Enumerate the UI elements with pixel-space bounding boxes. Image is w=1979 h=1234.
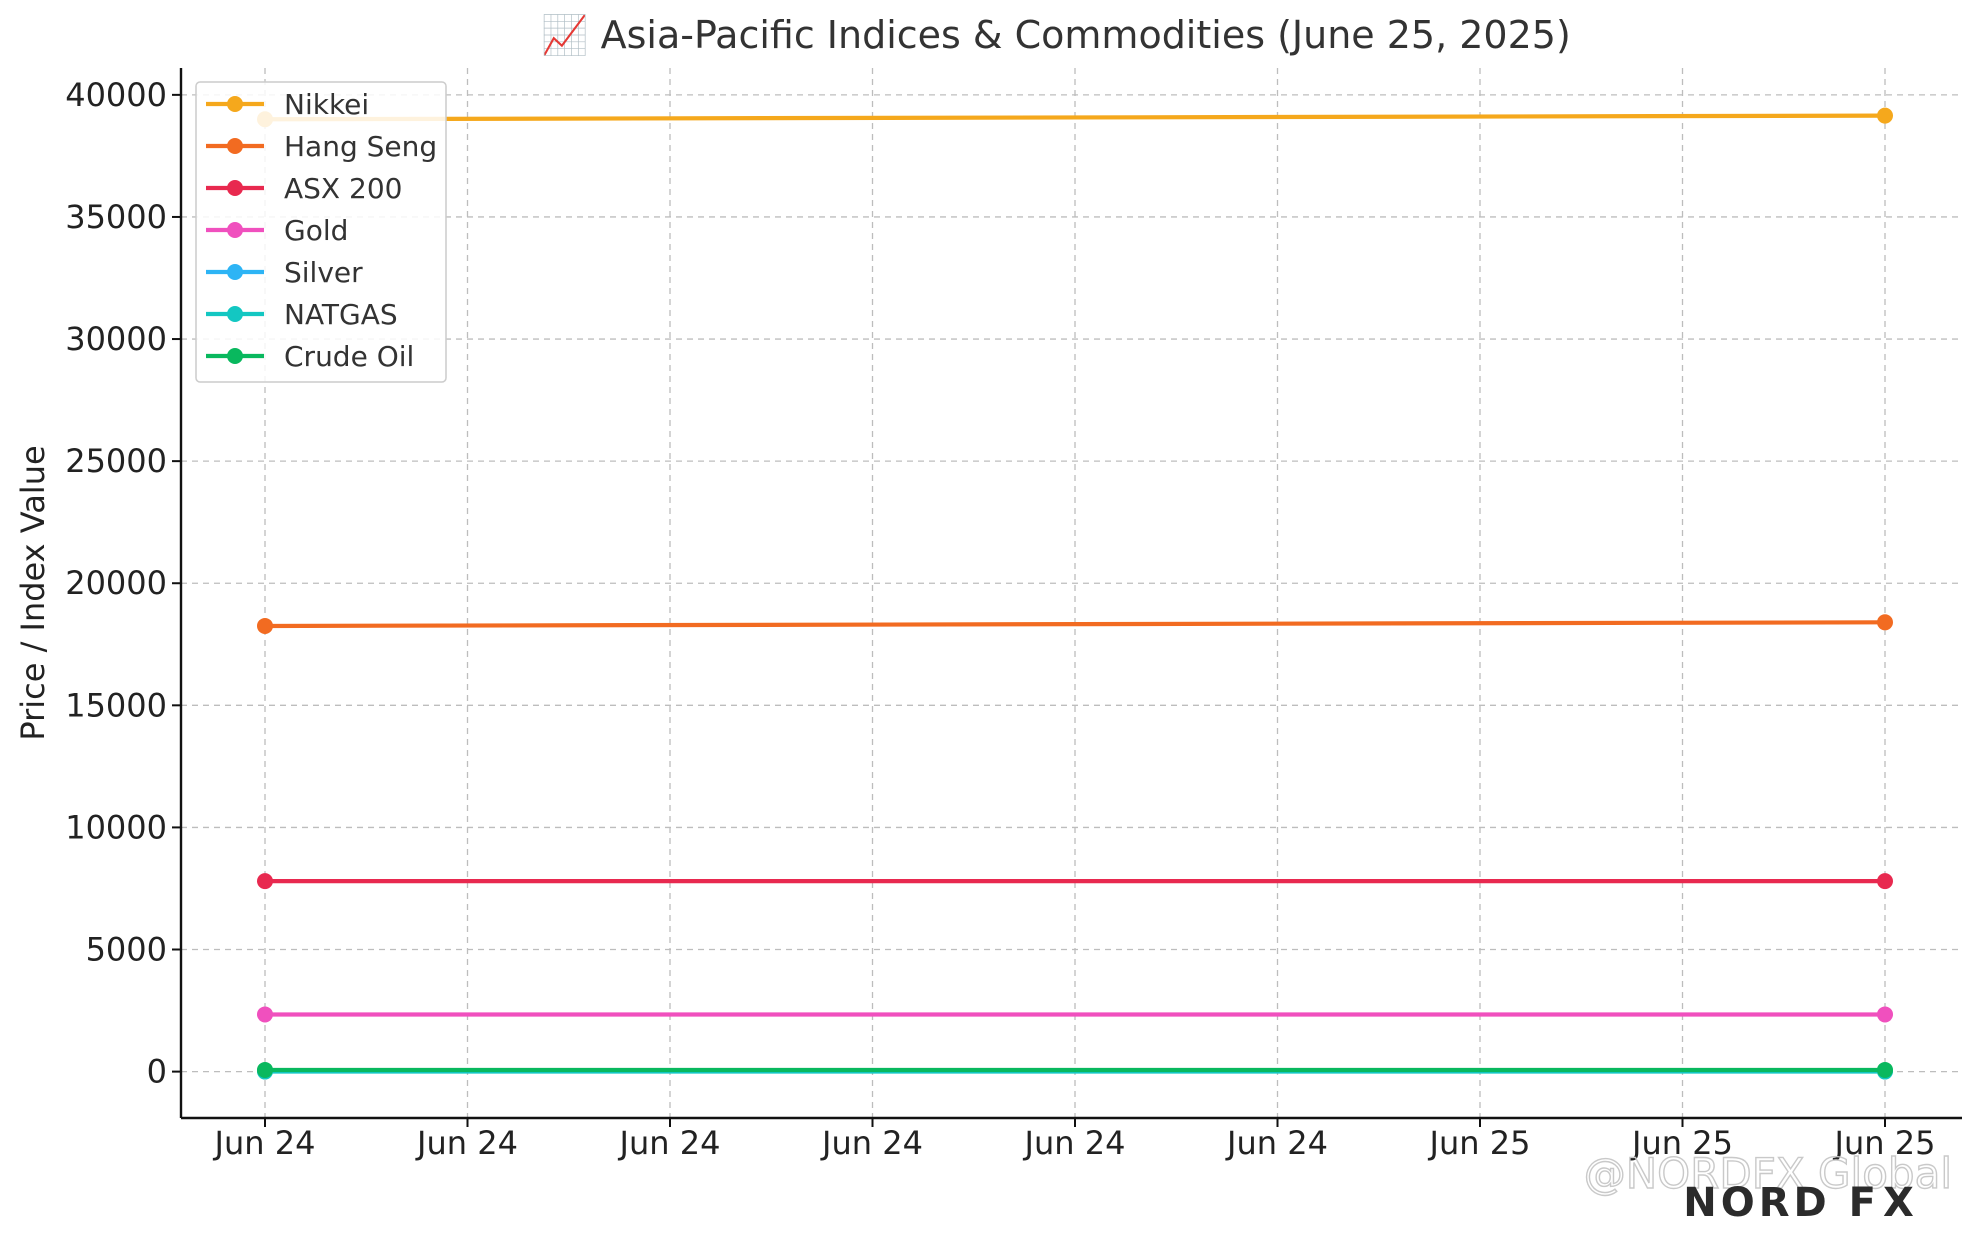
x-tick-label: Jun 25 bbox=[1428, 1124, 1531, 1162]
grid-lines bbox=[181, 68, 1962, 1118]
legend-label-crude-oil: Crude Oil bbox=[284, 340, 414, 373]
x-tick-label: Jun 25 bbox=[1833, 1124, 1936, 1162]
y-tick-label: 25000 bbox=[65, 442, 167, 480]
data-point-asx-200 bbox=[257, 873, 273, 890]
y-tick-label: 35000 bbox=[65, 198, 167, 236]
y-tick-label: 15000 bbox=[65, 686, 167, 724]
y-tick-label: 30000 bbox=[65, 320, 167, 358]
series-lines bbox=[257, 107, 1893, 1080]
legend-label-hang-seng: Hang Seng bbox=[284, 130, 437, 163]
data-point-crude-oil bbox=[1877, 1061, 1893, 1078]
y-tick-label: 20000 bbox=[65, 564, 167, 602]
watermark-brand-x: X bbox=[1883, 1180, 1918, 1226]
x-tick-label: Jun 25 bbox=[1630, 1124, 1733, 1162]
legend-box bbox=[195, 81, 447, 383]
series-line-hang-seng bbox=[262, 620, 1888, 629]
data-point-hang-seng bbox=[257, 617, 273, 634]
y-tick-label: 10000 bbox=[65, 808, 167, 846]
legend-marker-gold bbox=[227, 222, 243, 238]
watermark-brand: NORD F bbox=[1683, 1180, 1880, 1226]
axes bbox=[179, 68, 1962, 1120]
legend-label-nikkei: Nikkei bbox=[284, 88, 369, 121]
legend-marker-natgas bbox=[227, 306, 243, 322]
x-tick-label: Jun 24 bbox=[1023, 1124, 1126, 1162]
x-tick-label: Jun 24 bbox=[618, 1124, 721, 1162]
y-tick-label: 5000 bbox=[86, 931, 167, 969]
data-point-hang-seng bbox=[1877, 614, 1893, 631]
legend: Nikkei Hang Seng ASX 200 Gold Silver NATGAS Cr… bbox=[195, 81, 447, 383]
series-line-nikkei bbox=[262, 113, 1888, 122]
legend-marker-silver bbox=[227, 264, 243, 280]
x-tick-label: Jun 24 bbox=[820, 1124, 923, 1162]
watermark-brand-a: NORD F bbox=[1683, 1180, 1880, 1226]
data-point-asx-200 bbox=[1877, 873, 1893, 890]
data-point-gold bbox=[257, 1006, 273, 1023]
legend-label-natgas: NATGAS bbox=[284, 298, 398, 331]
legend-label-gold: Gold bbox=[284, 214, 348, 247]
watermark: @NORDFX Global NORD F X bbox=[1583, 1148, 1953, 1226]
data-point-crude-oil bbox=[257, 1061, 273, 1078]
chart-title: 📈 Asia-Pacific Indices & Commodities (Ju… bbox=[541, 13, 1571, 57]
data-point-nikkei bbox=[1877, 107, 1893, 124]
y-tick-label: 0 bbox=[147, 1053, 167, 1091]
legend-marker-nikkei bbox=[227, 96, 243, 112]
x-axis-ticks: Jun 24 Jun 24 Jun 24 Jun 24 Jun 24 Jun 24 Jun … bbox=[213, 1118, 1936, 1162]
data-point-gold bbox=[1877, 1006, 1893, 1023]
legend-label-asx-200: ASX 200 bbox=[284, 172, 402, 205]
x-tick-label: Jun 24 bbox=[213, 1124, 316, 1162]
y-axis-ticks: 0 5000 10000 15000 20000 25000 30000 35000 40000 bbox=[65, 76, 181, 1091]
x-tick-label: Jun 24 bbox=[1225, 1124, 1328, 1162]
y-tick-label: 40000 bbox=[65, 76, 167, 114]
watermark-handle: @NORDFX Global bbox=[1584, 1149, 1952, 1198]
legend-marker-asx-200 bbox=[227, 180, 243, 196]
legend-marker-hang-seng bbox=[227, 138, 243, 154]
legend-marker-crude-oil bbox=[227, 348, 243, 364]
legend-label-silver: Silver bbox=[284, 256, 363, 289]
x-tick-label: Jun 24 bbox=[415, 1124, 518, 1162]
y-axis-label: Price / Index Value bbox=[14, 445, 52, 740]
